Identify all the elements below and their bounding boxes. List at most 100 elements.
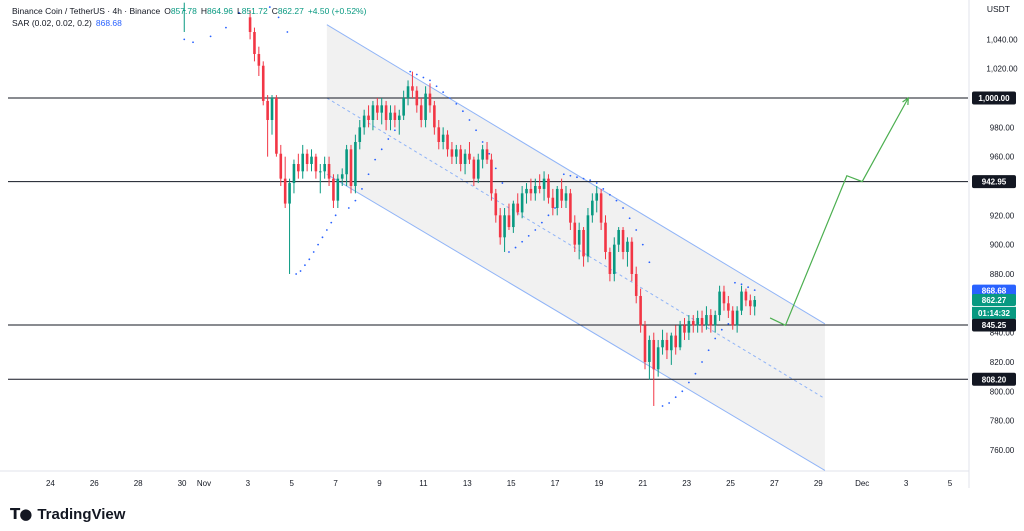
candle-body [253, 32, 256, 55]
level-badge-label: 808.20 [982, 375, 1007, 384]
candle [424, 86, 427, 128]
level-badge [972, 175, 1016, 189]
sar-dot [714, 337, 717, 340]
sar-dot [534, 229, 537, 231]
candle [455, 144, 458, 164]
sar-dot [595, 182, 598, 184]
candle-body [525, 188, 528, 194]
close-value: 862.27 [277, 6, 304, 16]
candle-body [428, 93, 432, 106]
x-tick-label: 30 [178, 479, 187, 488]
candle-body [292, 163, 296, 184]
y-tick-label: 880.00 [990, 270, 1015, 279]
candle [318, 163, 322, 194]
symbol-name[interactable]: Binance Coin / TetherUS · 4h · Binance [12, 6, 161, 16]
x-tick-label: 11 [419, 479, 428, 488]
candle-body [731, 310, 735, 326]
candle-body [551, 197, 555, 208]
candle [753, 296, 756, 316]
level-badge-label: 845.25 [982, 321, 1007, 330]
currency-label[interactable]: USDT [986, 4, 1010, 14]
sar-dot [681, 390, 684, 393]
candle-body [279, 153, 283, 179]
chart-legend: Binance Coin / TetherUS · 4h · Binance O… [12, 5, 366, 29]
tradingview-logo-icon: T● [10, 505, 32, 523]
sar-dot [374, 158, 377, 161]
candle [327, 156, 331, 186]
candle [652, 332, 656, 406]
x-tick-label: 26 [90, 479, 99, 488]
close-label: C [271, 6, 278, 16]
candle-body [441, 134, 445, 142]
candle-body [634, 273, 638, 296]
candle-body [516, 203, 520, 213]
candle [630, 237, 634, 282]
sar-dot [308, 258, 311, 261]
candle [617, 227, 620, 252]
candle-body [323, 163, 326, 172]
sar-dot [304, 264, 306, 267]
sar-dot [514, 246, 517, 249]
candle-body [455, 149, 458, 157]
y-tick-label: 1,020.00 [986, 65, 1018, 74]
candle-body [433, 105, 436, 128]
candle [533, 178, 537, 201]
candle [437, 119, 441, 150]
sar-dot [615, 199, 618, 202]
candle-body [626, 241, 629, 252]
low-value: 851.72 [241, 6, 268, 16]
candle-body [275, 98, 278, 154]
y-tick-label: 820.00 [990, 358, 1015, 367]
sar-dot [562, 173, 565, 176]
sar-dot [286, 31, 289, 33]
candle-body [648, 339, 651, 362]
sar-dot [317, 243, 319, 246]
sar-dot [468, 119, 471, 121]
candle [415, 86, 419, 113]
y-tick-label: 780.00 [990, 417, 1015, 426]
candle [433, 100, 436, 135]
candle [551, 188, 555, 216]
candle-body [612, 244, 616, 274]
candle [349, 144, 353, 194]
candle-body [683, 325, 686, 333]
channel-upper-line [326, 24, 826, 325]
y-tick-label: 760.00 [990, 446, 1015, 455]
candle [441, 127, 445, 150]
candle [468, 141, 471, 164]
candle [406, 80, 410, 106]
brand-name: TradingView [37, 505, 126, 523]
x-tick-label: Dec [855, 479, 869, 488]
sar-dot [635, 229, 638, 231]
candle [516, 193, 520, 216]
sar-dot [225, 26, 227, 29]
candle [582, 227, 585, 267]
candle [292, 159, 296, 194]
projection-arrowhead [902, 96, 909, 106]
candle [656, 339, 660, 377]
level-badge [972, 372, 1016, 386]
sar-dot [277, 16, 280, 19]
candle-body [358, 127, 362, 142]
candle [476, 153, 480, 184]
sar-dot [753, 289, 756, 292]
candle-body [529, 188, 533, 194]
candle-body [270, 98, 274, 120]
candle [472, 156, 476, 186]
candle [380, 98, 384, 125]
low-label: L [236, 6, 242, 16]
sar-dot [183, 38, 186, 41]
candle-body [437, 127, 441, 142]
candle-body [555, 188, 559, 208]
candle-body [656, 347, 660, 370]
candle [270, 95, 274, 135]
tradingview-brand[interactable]: T● TradingView [10, 505, 125, 523]
level-badge [972, 318, 1016, 332]
candle-body [336, 178, 340, 201]
candle-body [468, 153, 471, 160]
sar-indicator-label[interactable]: SAR (0.02, 0.02, 0.2) [12, 18, 92, 28]
channel-lower-line [326, 173, 826, 471]
candle [323, 156, 326, 179]
x-tick-label: 5 [948, 479, 953, 488]
